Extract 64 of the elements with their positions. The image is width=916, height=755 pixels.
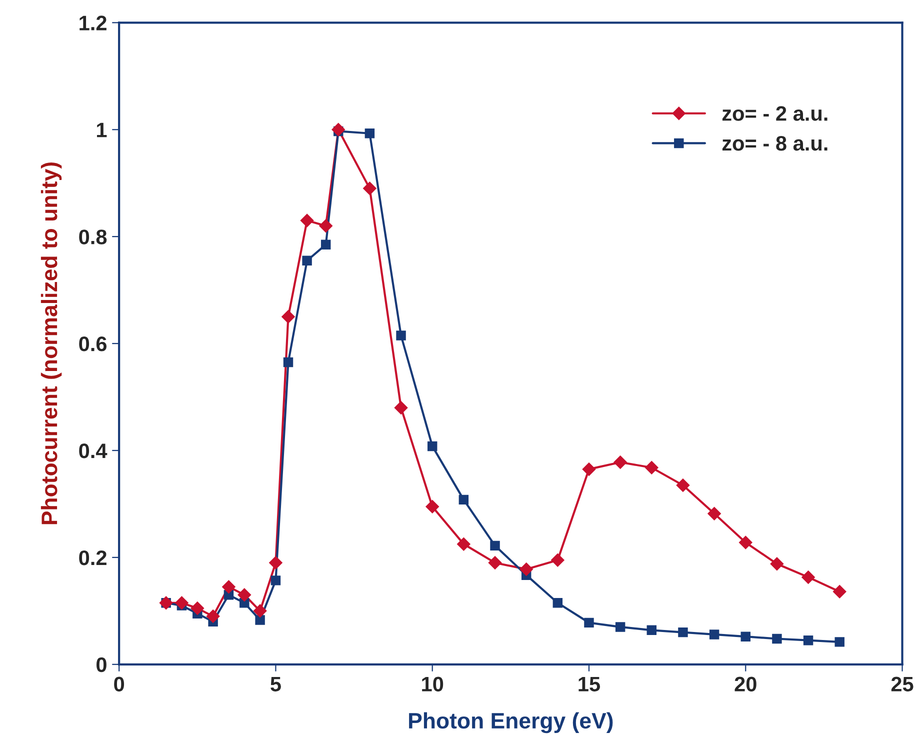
point (457, 537, 470, 551)
point (614, 456, 627, 469)
point (238, 588, 251, 602)
x-tick-label: 15 (578, 676, 600, 692)
point (282, 310, 295, 324)
point (302, 256, 312, 266)
point (253, 604, 267, 618)
x-tick-label: 10 (422, 676, 444, 692)
point (427, 441, 438, 452)
point (676, 478, 690, 492)
point (283, 357, 294, 368)
point (488, 556, 502, 570)
point (709, 630, 720, 640)
y-tick-label: 0.8 (79, 230, 107, 244)
point (678, 627, 688, 638)
y-tick-label: 1.2 (80, 16, 106, 30)
point (770, 557, 784, 570)
x-tick-label: 25 (891, 676, 914, 692)
y-tick-label: 0.4 (79, 443, 108, 458)
point (802, 570, 815, 584)
point (270, 576, 281, 586)
point (551, 554, 564, 567)
point (803, 635, 814, 646)
point (552, 598, 563, 608)
point (772, 634, 782, 644)
x-tick-label: 0 (114, 676, 124, 692)
point (584, 618, 594, 628)
y-tick-label: 0.6 (79, 336, 107, 352)
point (458, 494, 469, 505)
x-tick-label: 5 (270, 676, 281, 692)
point (269, 556, 282, 570)
point (175, 596, 188, 610)
point (319, 219, 332, 232)
point (708, 507, 721, 520)
point (206, 610, 220, 623)
legend-label: zo= - 2 a.u. (722, 106, 828, 121)
point (833, 585, 846, 598)
y-tick-label: 0.2 (79, 550, 106, 566)
point (582, 462, 596, 476)
point (520, 562, 533, 576)
point (426, 500, 439, 514)
point (490, 540, 500, 551)
point (255, 615, 265, 625)
point (364, 128, 375, 138)
point (222, 580, 236, 594)
point (394, 401, 408, 414)
x-axis-title: Photon Energy (eV) (409, 712, 613, 734)
y-tick-label: 1 (97, 122, 107, 138)
y-axis-title: Photocurrent (normalized to unity) (40, 162, 62, 524)
point (645, 461, 658, 474)
point (740, 632, 750, 642)
point (300, 214, 314, 228)
legend-label: zo= - 8 a.u. (722, 136, 828, 151)
point (363, 182, 376, 196)
point (320, 240, 331, 250)
point (190, 602, 204, 615)
point (646, 625, 657, 636)
point (396, 330, 406, 340)
point (332, 123, 345, 136)
point (834, 637, 844, 647)
y-tick-label: 0 (96, 657, 106, 672)
x-tick-label: 20 (734, 676, 756, 692)
point (615, 622, 626, 632)
point (739, 536, 752, 550)
